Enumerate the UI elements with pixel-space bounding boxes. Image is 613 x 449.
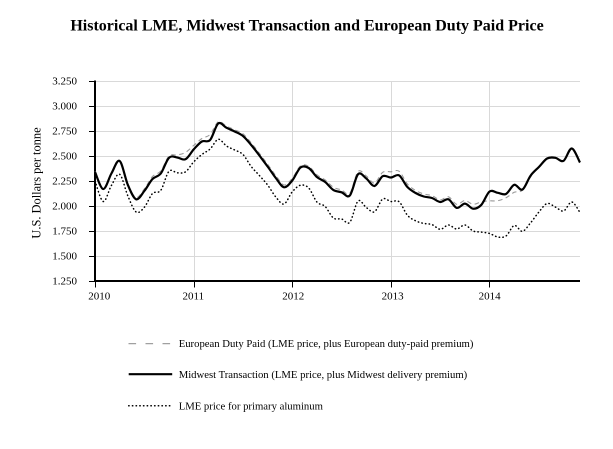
svg-text:3.250: 3.250 bbox=[52, 75, 77, 87]
svg-text:2014: 2014 bbox=[479, 290, 502, 302]
svg-text:2011: 2011 bbox=[183, 290, 205, 302]
svg-text:1.250: 1.250 bbox=[52, 275, 77, 287]
svg-text:European Duty Paid (LME price,: European Duty Paid (LME price, plus Euro… bbox=[179, 338, 474, 350]
svg-text:2.500: 2.500 bbox=[52, 150, 77, 162]
svg-text:U.S. Dollars per tonne: U.S. Dollars per tonne bbox=[30, 127, 44, 239]
svg-text:1.750: 1.750 bbox=[52, 225, 77, 237]
svg-text:2010: 2010 bbox=[88, 290, 111, 302]
svg-text:LME price for primary aluminum: LME price for primary aluminum bbox=[179, 400, 324, 412]
svg-text:3.000: 3.000 bbox=[52, 100, 77, 112]
svg-text:2.750: 2.750 bbox=[52, 125, 77, 137]
svg-text:Midwest Transaction (LME price: Midwest Transaction (LME price, plus Mid… bbox=[179, 369, 468, 381]
svg-text:2.000: 2.000 bbox=[52, 200, 77, 212]
svg-text:Historical LME, Midwest Transa: Historical LME, Midwest Transaction and … bbox=[70, 18, 543, 35]
svg-text:2013: 2013 bbox=[382, 290, 405, 302]
svg-text:1.500: 1.500 bbox=[52, 250, 77, 262]
svg-text:2012: 2012 bbox=[282, 290, 304, 302]
svg-text:2.250: 2.250 bbox=[52, 175, 77, 187]
